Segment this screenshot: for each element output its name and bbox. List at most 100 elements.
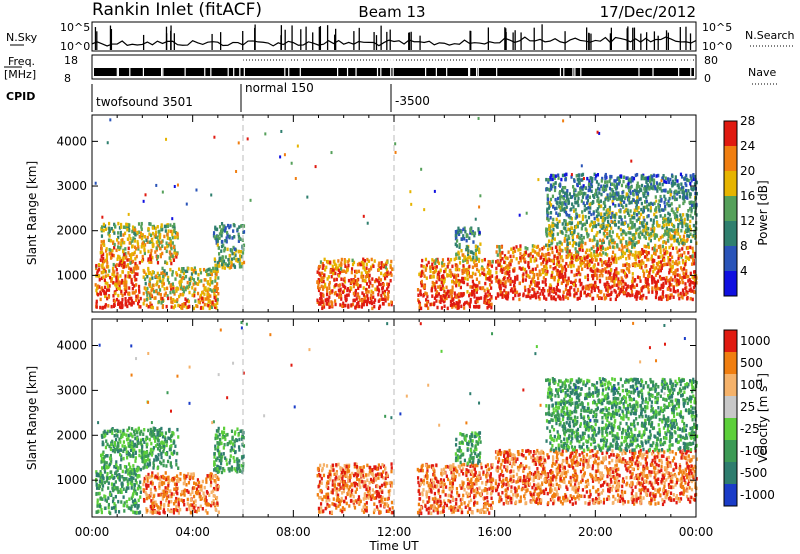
scatter-cell xyxy=(565,191,568,195)
scatter-cell xyxy=(452,297,455,301)
scatter-cell xyxy=(536,244,540,249)
scatter-cell xyxy=(593,249,596,254)
scatter-cell xyxy=(545,261,548,265)
scatter-cell xyxy=(600,192,603,197)
scatter-cell xyxy=(570,252,573,256)
scatter-cell xyxy=(127,506,130,510)
scatter-cell xyxy=(647,242,650,247)
scatter-cell xyxy=(626,194,629,199)
scatter-cell xyxy=(548,187,552,192)
scatter-cell xyxy=(518,292,521,297)
scatter-cell xyxy=(571,235,574,240)
scatter-cell xyxy=(219,256,222,261)
scatter-cell xyxy=(100,254,103,259)
scatter-cell xyxy=(548,200,551,205)
scatter-cell xyxy=(441,283,444,288)
scatter-cell xyxy=(622,179,625,184)
scatter-cell xyxy=(98,504,102,508)
scatter-cell xyxy=(101,481,104,486)
scatter-cell xyxy=(599,269,602,274)
scatter-cell xyxy=(458,300,461,304)
scatter-cell xyxy=(635,290,638,294)
scatter-cell xyxy=(489,273,492,278)
scatter-cell xyxy=(151,276,154,280)
scatter-cell xyxy=(132,510,135,514)
scatter-cell xyxy=(127,291,130,296)
scatter-cell xyxy=(462,280,466,285)
scatter-cell xyxy=(517,260,520,265)
scatter-cell xyxy=(637,190,640,194)
scatter-cell xyxy=(98,285,101,289)
scatter-cell xyxy=(685,173,688,178)
scatter-cell xyxy=(540,289,543,293)
scatter-cell xyxy=(110,226,113,231)
scatter-cell xyxy=(104,281,107,285)
scatter-cell xyxy=(196,282,200,286)
scatter-cell xyxy=(355,282,358,286)
scatter-cell xyxy=(614,277,618,281)
scatter-cell xyxy=(600,296,603,301)
scatter-cell xyxy=(563,239,566,243)
scatter-cell xyxy=(597,196,600,201)
scatter-cell xyxy=(382,273,385,278)
scatter-cell xyxy=(344,264,347,269)
scatter-cell xyxy=(149,296,152,300)
scatter-cell xyxy=(140,227,143,232)
scatter-cell xyxy=(602,184,606,188)
scatter-cell xyxy=(469,227,472,232)
scatter-cell xyxy=(319,273,322,278)
scatter-cell xyxy=(136,506,139,510)
scatter-cell xyxy=(622,195,625,199)
scatter-cell xyxy=(565,205,568,209)
scatter-cell xyxy=(118,437,121,441)
scatter-cell xyxy=(567,227,570,232)
scatter-cell xyxy=(218,225,222,229)
scatter-cell xyxy=(417,293,420,297)
scatter-cell xyxy=(173,222,176,227)
scatter-cell xyxy=(529,259,533,263)
scatter-cell xyxy=(125,499,128,504)
scatter-cell xyxy=(439,284,442,289)
scatter-cell xyxy=(490,305,493,310)
scatter-cell xyxy=(130,270,134,274)
scatter-cell xyxy=(553,188,557,193)
scatter-cell xyxy=(472,259,476,263)
scatter-cell xyxy=(657,269,660,273)
scatter-cell xyxy=(562,294,565,298)
scatter-cell xyxy=(106,281,109,286)
scatter-cell xyxy=(686,237,689,242)
scatter-cell xyxy=(152,461,155,465)
scatter-cell xyxy=(322,302,325,306)
scatter-cell xyxy=(490,286,493,290)
scatter-cell xyxy=(479,242,482,246)
scatter-cell xyxy=(551,184,554,189)
scatter-cell xyxy=(209,288,212,292)
scatter-cell xyxy=(567,276,570,281)
scatter-cell xyxy=(142,275,145,279)
scatter-cell xyxy=(197,272,200,277)
scatter-cell xyxy=(95,288,98,293)
scatter-cell xyxy=(589,201,593,206)
scatter-cell xyxy=(484,297,487,301)
scatter-cell xyxy=(442,274,445,278)
scatter-cell xyxy=(192,268,195,273)
scatter-cell xyxy=(504,280,507,284)
scatter-cell xyxy=(126,258,129,262)
scatter-cell xyxy=(204,297,207,301)
scatter-cell xyxy=(597,211,600,215)
scatter-cell xyxy=(514,293,517,298)
scatter-cell xyxy=(147,291,150,295)
scatter-cell xyxy=(613,245,616,250)
sparse-cell xyxy=(660,179,663,183)
scatter-cell xyxy=(509,277,512,281)
scatter-cell xyxy=(435,299,438,303)
scatter-cell xyxy=(107,295,110,299)
scatter-cell xyxy=(683,251,686,255)
scatter-cell xyxy=(470,275,474,279)
scatter-cell xyxy=(638,226,641,230)
scatter-cell xyxy=(210,280,213,284)
scatter-cell xyxy=(566,280,569,285)
scatter-cell xyxy=(471,231,474,236)
scatter-cell xyxy=(105,499,109,503)
